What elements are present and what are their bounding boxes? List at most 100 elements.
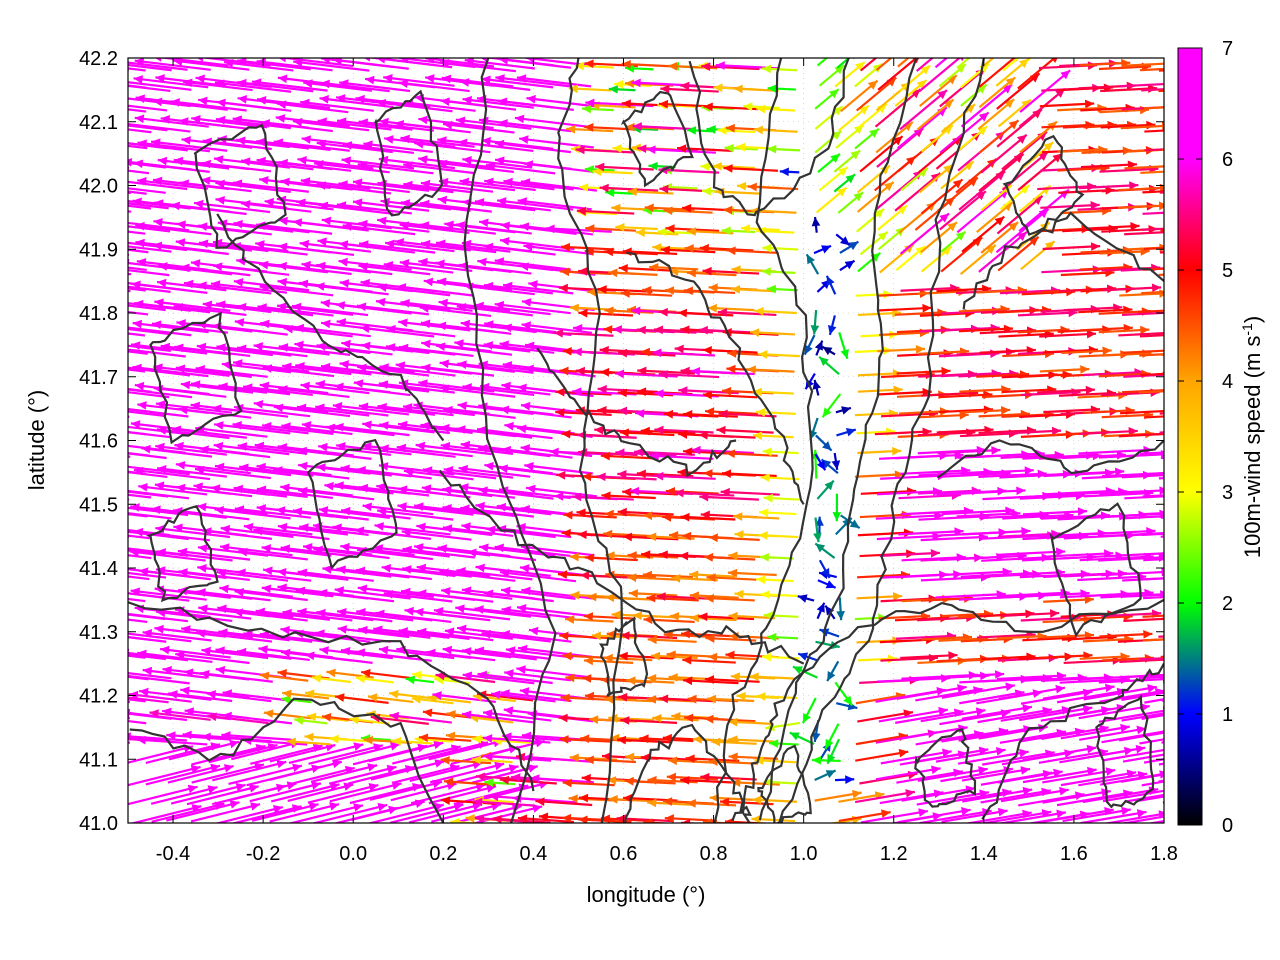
wind-arrow-head <box>649 451 660 461</box>
wind-arrow-head <box>236 302 247 312</box>
wind-arrow-shaft <box>402 547 475 559</box>
wind-arrow-shaft <box>980 789 1051 804</box>
wind-arrow-shaft <box>202 529 272 540</box>
wind-arrow-shaft <box>416 591 494 603</box>
wind-arrow-shaft <box>315 631 391 643</box>
wind-arrow-head <box>335 94 346 103</box>
wind-arrow-head <box>358 402 369 412</box>
wind-arrow-head <box>582 674 592 683</box>
wind-arrow-head <box>1038 208 1049 219</box>
wind-arrow-head <box>666 650 676 660</box>
wind-arrow-shaft <box>195 631 273 643</box>
wind-arrow-head <box>524 364 534 374</box>
wind-arrow-head <box>277 277 288 287</box>
wind-arrow-head <box>304 732 314 742</box>
wind-arrow-head <box>704 675 715 684</box>
wind-arrow-shaft <box>512 796 578 804</box>
wind-arrow-shaft <box>300 383 370 395</box>
wind-arrow-head <box>627 573 637 582</box>
wind-arrow-shaft <box>152 243 229 256</box>
wind-arrow-shaft <box>334 424 410 437</box>
wind-arrow-shaft <box>277 263 352 276</box>
wind-arrow-head <box>420 199 430 209</box>
wind-arrow-shaft <box>958 170 1006 211</box>
wind-arrow-head <box>353 379 364 388</box>
wind-arrow-shaft <box>478 362 555 374</box>
wind-arrow-head <box>457 360 467 370</box>
wind-arrow-head <box>1056 547 1066 557</box>
wind-arrow-head <box>443 466 454 475</box>
wind-arrow-shaft <box>1101 612 1162 618</box>
wind-arrow-shaft <box>1121 474 1164 479</box>
wind-arrow-head <box>233 359 243 368</box>
wind-arrow-head <box>421 363 431 373</box>
wind-arrow-shaft <box>476 428 553 440</box>
wind-arrow-head <box>364 58 371 62</box>
wind-arrow-shaft <box>414 141 491 154</box>
wind-arrow-shaft <box>978 472 1047 479</box>
wind-arrow-shaft <box>357 163 434 175</box>
wind-arrow-head <box>779 167 789 177</box>
wind-arrow-head <box>806 254 815 265</box>
wind-arrow-shaft <box>436 279 513 291</box>
wind-arrow-head <box>608 795 618 804</box>
wind-arrow-head <box>652 713 662 723</box>
wind-arrow-head <box>198 222 208 231</box>
wind-arrow-head <box>836 610 845 621</box>
wind-arrow-head <box>698 325 708 335</box>
wind-arrow-shaft <box>618 654 674 660</box>
wind-arrow-head <box>329 802 339 811</box>
wind-arrow-head <box>582 472 592 482</box>
wind-arrow-shaft <box>698 615 755 621</box>
wind-arrow-shaft <box>342 224 416 236</box>
wind-arrow-head <box>190 259 201 268</box>
wind-arrow-head <box>239 463 249 473</box>
wind-arrow-shaft <box>362 504 434 516</box>
wind-arrow-shaft <box>997 770 1063 784</box>
wind-arrow-head <box>374 522 384 531</box>
wind-arrow-head <box>1202 748 1212 757</box>
wind-arrow-shaft <box>420 181 494 193</box>
wind-arrow-head <box>355 94 365 104</box>
wind-arrow-head <box>442 504 452 513</box>
wind-arrow-shaft <box>880 656 939 662</box>
wind-arrow-shaft <box>1138 795 1164 802</box>
wind-arrow-shaft <box>1119 453 1164 458</box>
wind-arrow-shaft <box>142 631 212 642</box>
wind-arrow-shaft <box>128 81 192 91</box>
wind-arrow-shaft <box>1022 636 1077 642</box>
wind-arrow-head <box>575 145 585 155</box>
wind-arrow-head <box>234 318 245 327</box>
wind-arrow-shaft <box>294 325 371 338</box>
wind-arrow-shaft <box>700 775 757 781</box>
wind-arrow-head <box>450 817 460 823</box>
wind-arrow-head <box>277 568 287 577</box>
wind-arrow-head <box>1055 684 1065 694</box>
wind-arrow-shaft <box>128 575 150 581</box>
wind-arrow-head <box>1165 469 1174 478</box>
x-tick-label: 0.0 <box>339 843 367 865</box>
wind-arrow-head <box>691 445 701 455</box>
wind-arrow-head <box>523 242 533 252</box>
wind-arrow-shaft <box>313 162 390 174</box>
wind-arrow-shaft <box>503 179 574 191</box>
wind-arrow-shaft <box>917 135 963 174</box>
terrain-contour-line <box>981 663 1164 820</box>
colorbar-tick-label: 6 <box>1222 149 1233 171</box>
wind-arrow-head <box>1060 325 1070 335</box>
wind-arrow-shaft <box>199 447 271 459</box>
wind-arrow-head <box>378 462 389 471</box>
wind-arrow-head <box>154 585 165 594</box>
wind-arrow-shaft <box>596 475 657 481</box>
wind-arrow-head <box>591 631 601 641</box>
wind-arrow-shaft <box>338 182 410 194</box>
wind-arrow-head <box>603 529 613 539</box>
wind-arrow-head <box>499 775 510 785</box>
wind-arrow-head <box>316 463 326 472</box>
wind-arrow-shaft <box>1083 685 1157 701</box>
wind-arrow-shaft <box>133 468 211 481</box>
wind-arrow-shaft <box>175 485 253 498</box>
wind-arrow-head <box>152 97 163 107</box>
wind-arrow-shaft <box>128 142 188 152</box>
wind-arrow-head <box>465 814 475 823</box>
